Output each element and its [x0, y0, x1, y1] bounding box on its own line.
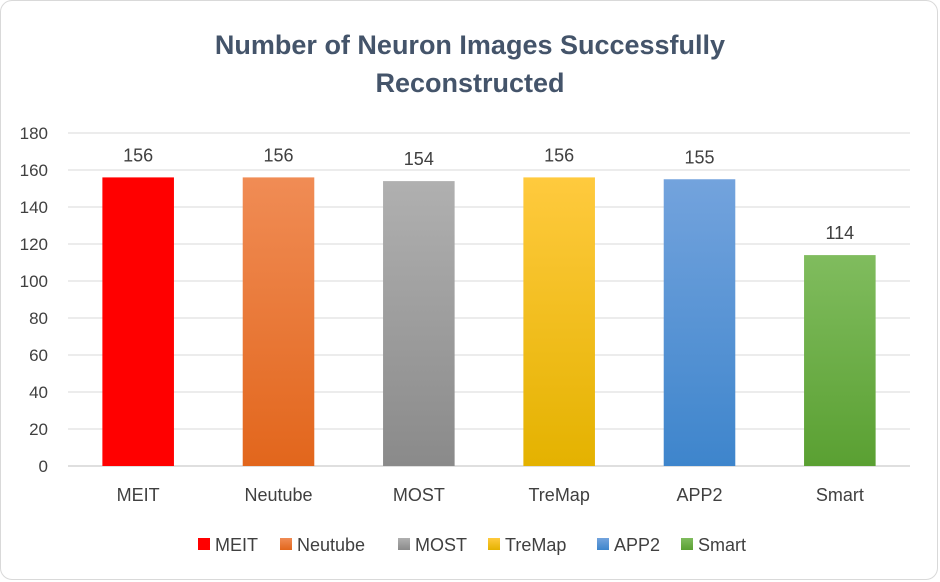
data-label: 154: [404, 149, 434, 169]
chart-title-line-2: Reconstructed: [375, 68, 564, 98]
x-tick-label: MOST: [393, 485, 445, 505]
chart-title-line-1: Number of Neuron Images Successfully: [215, 30, 725, 60]
x-tick-label: MEIT: [117, 485, 160, 505]
legend: MEIT Neutube MOST TreMap APP2 Smart: [198, 535, 746, 555]
y-tick-label: 100: [20, 272, 48, 291]
y-tick-label: 120: [20, 235, 48, 254]
bar-tremap: [523, 177, 595, 466]
y-tick-label: 60: [29, 346, 48, 365]
legend-entry: MOST: [415, 535, 467, 555]
y-tick-label: 140: [20, 198, 48, 217]
legend-swatch: [488, 538, 500, 550]
bar-meit: [102, 177, 174, 466]
legend-entry: APP2: [614, 535, 660, 555]
legend-entry: MEIT: [215, 535, 258, 555]
y-axis-ticks: 0 20 40 60 80 100 120 140 160 180: [20, 124, 48, 476]
bar-most: [383, 181, 455, 466]
x-tick-label: Neutube: [244, 485, 312, 505]
y-tick-label: 0: [39, 457, 48, 476]
y-tick-label: 20: [29, 420, 48, 439]
y-tick-label: 40: [29, 383, 48, 402]
legend-swatch: [198, 538, 210, 550]
data-label: 155: [684, 147, 714, 167]
bars: 156 156 154 156 155 114: [102, 145, 876, 466]
data-label: 156: [263, 145, 293, 165]
data-label: 156: [123, 145, 153, 165]
x-tick-label: TreMap: [528, 485, 589, 505]
data-label: 114: [825, 223, 854, 243]
legend-swatch: [597, 538, 609, 550]
x-axis-labels: MEIT Neutube MOST TreMap APP2 Smart: [117, 485, 864, 505]
bar-app2: [663, 179, 736, 466]
y-tick-label: 80: [29, 309, 48, 328]
y-tick-label: 180: [20, 124, 48, 143]
x-tick-label: Smart: [816, 485, 864, 505]
bar-neutube: [242, 177, 315, 466]
y-tick-label: 160: [20, 161, 48, 180]
bar-smart: [804, 255, 876, 466]
legend-entry: Smart: [698, 535, 746, 555]
legend-swatch: [398, 538, 410, 550]
legend-swatch: [681, 538, 693, 550]
x-tick-label: APP2: [676, 485, 722, 505]
gridlines: [68, 132, 910, 467]
legend-entry: TreMap: [505, 535, 566, 555]
legend-entry: Neutube: [297, 535, 365, 555]
data-label: 156: [544, 145, 574, 165]
legend-swatch: [280, 538, 292, 550]
